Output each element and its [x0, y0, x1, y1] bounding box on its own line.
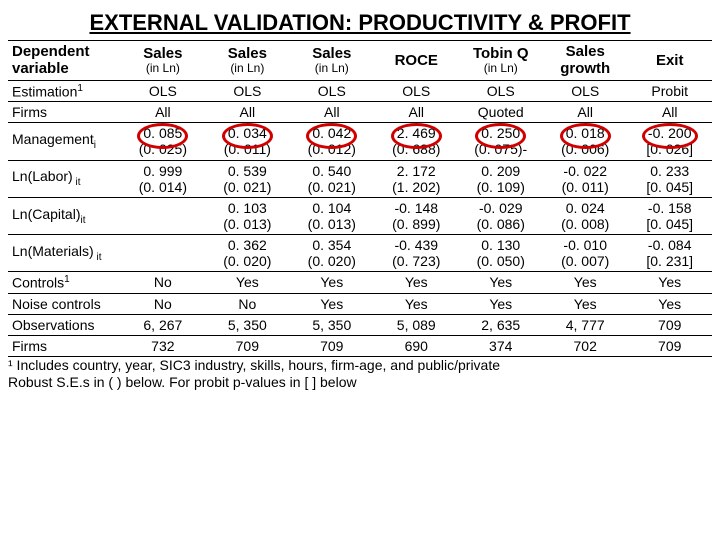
table-cell: Yes — [459, 272, 543, 294]
table-cell: 0. 103(0. 013) — [205, 197, 289, 234]
table-cell: 0. 250(0. 075)- — [459, 123, 543, 160]
table-cell: 0. 539(0. 021) — [205, 160, 289, 197]
table-cell: 0. 018(0. 006) — [543, 123, 627, 160]
col-header-0: Sales(in Ln) — [121, 41, 205, 81]
table-cell: Yes — [374, 272, 458, 294]
table-cell: All — [543, 102, 627, 123]
table-cell: All — [121, 102, 205, 123]
table-cell: All — [374, 102, 458, 123]
table-cell: Probit — [627, 80, 712, 102]
table-cell: 0. 104(0. 013) — [290, 197, 374, 234]
table-cell — [121, 234, 205, 271]
table-cell: All — [290, 102, 374, 123]
table-cell: 2. 469(0. 688) — [374, 123, 458, 160]
table-cell: 0. 354(0. 020) — [290, 234, 374, 271]
table-cell: OLS — [459, 80, 543, 102]
table-cell: 0. 024(0. 008) — [543, 197, 627, 234]
table-cell: OLS — [543, 80, 627, 102]
row-label: Firms — [8, 102, 121, 123]
table-cell: -0. 200[0. 026] — [627, 123, 712, 160]
row-label: Observations — [8, 314, 121, 335]
col-header-4: Tobin Q(in Ln) — [459, 41, 543, 81]
table-cell: OLS — [374, 80, 458, 102]
table-cell: -0. 439(0. 723) — [374, 234, 458, 271]
table-cell: No — [121, 272, 205, 294]
table-cell: 374 — [459, 336, 543, 357]
row-label: Ln(Materials) it — [8, 234, 121, 271]
table-cell: All — [627, 102, 712, 123]
table-cell: -0. 022(0. 011) — [543, 160, 627, 197]
table-cell: Yes — [290, 293, 374, 314]
table-cell: Yes — [627, 293, 712, 314]
table-cell: 702 — [543, 336, 627, 357]
col-header-1: Sales(in Ln) — [205, 41, 289, 81]
table-cell: -0. 029(0. 086) — [459, 197, 543, 234]
col-header-6: Exit — [627, 41, 712, 81]
table-cell: OLS — [290, 80, 374, 102]
table-cell: All — [205, 102, 289, 123]
table-cell: No — [205, 293, 289, 314]
table-cell: Yes — [543, 272, 627, 294]
table-cell: -0. 084[0. 231] — [627, 234, 712, 271]
table-cell: 4, 777 — [543, 314, 627, 335]
row-label: Firms — [8, 336, 121, 357]
table-cell: Yes — [205, 272, 289, 294]
table-cell: Yes — [627, 272, 712, 294]
table-cell — [121, 197, 205, 234]
table-cell: 6, 267 — [121, 314, 205, 335]
validation-table: Dependent variable Sales(in Ln)Sales(in … — [8, 40, 712, 357]
table-cell: 5, 089 — [374, 314, 458, 335]
table-cell: 709 — [205, 336, 289, 357]
table-cell: 5, 350 — [290, 314, 374, 335]
table-cell: 709 — [290, 336, 374, 357]
table-cell: 0. 999(0. 014) — [121, 160, 205, 197]
table-cell: 0. 034(0. 011) — [205, 123, 289, 160]
table-cell: 0. 209(0. 109) — [459, 160, 543, 197]
table-cell: -0. 010(0. 007) — [543, 234, 627, 271]
table-cell: 732 — [121, 336, 205, 357]
footnote-2: Robust S.E.s in ( ) below. For probit p-… — [8, 374, 712, 390]
table-cell: Yes — [374, 293, 458, 314]
table-cell: 690 — [374, 336, 458, 357]
table-cell: -0. 148(0. 899) — [374, 197, 458, 234]
row-label: Noise controls — [8, 293, 121, 314]
table-cell: OLS — [121, 80, 205, 102]
col-header-5: Sales growth — [543, 41, 627, 81]
table-cell: 0. 233[0. 045] — [627, 160, 712, 197]
row-label: Controls1 — [8, 272, 121, 294]
table-cell: 0. 540(0. 021) — [290, 160, 374, 197]
table-cell: No — [121, 293, 205, 314]
table-cell: 2, 635 — [459, 314, 543, 335]
col-header-2: Sales(in Ln) — [290, 41, 374, 81]
dependent-variable-header: Dependent variable — [8, 41, 121, 81]
row-label: Managementi — [8, 123, 121, 160]
table-cell: 0. 130(0. 050) — [459, 234, 543, 271]
table-cell: 0. 085(0. 025) — [121, 123, 205, 160]
page-title: EXTERNAL VALIDATION: PRODUCTIVITY & PROF… — [8, 8, 712, 40]
table-cell: 0. 362(0. 020) — [205, 234, 289, 271]
table-cell: Yes — [543, 293, 627, 314]
footnote-1: ¹ Includes country, year, SIC3 industry,… — [8, 357, 712, 373]
table-cell: Yes — [290, 272, 374, 294]
table-cell: 709 — [627, 336, 712, 357]
table-cell: 0. 042(0. 012) — [290, 123, 374, 160]
row-label: Ln(Labor) it — [8, 160, 121, 197]
row-label: Ln(Capital)it — [8, 197, 121, 234]
table-cell: 2. 172(1. 202) — [374, 160, 458, 197]
table-cell: 5, 350 — [205, 314, 289, 335]
table-cell: Quoted — [459, 102, 543, 123]
table-cell: OLS — [205, 80, 289, 102]
col-header-3: ROCE — [374, 41, 458, 81]
table-cell: Yes — [459, 293, 543, 314]
row-label: Estimation1 — [8, 80, 121, 102]
table-cell: 709 — [627, 314, 712, 335]
table-cell: -0. 158[0. 045] — [627, 197, 712, 234]
